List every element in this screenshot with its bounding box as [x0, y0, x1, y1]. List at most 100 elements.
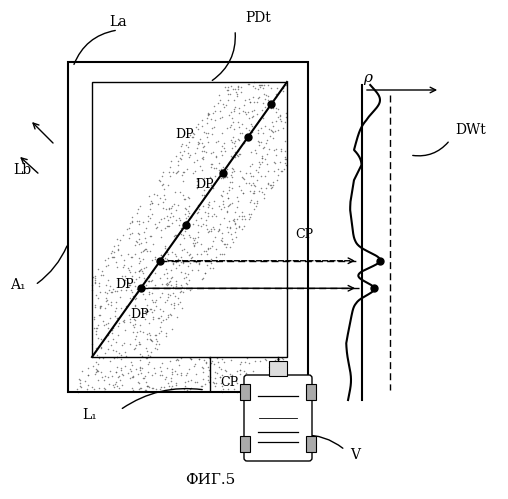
Point: [231, 103, 239, 111]
Point: [145, 277, 153, 285]
Point: [268, 183, 276, 191]
Point: [211, 116, 219, 124]
Point: [194, 229, 202, 237]
Point: [128, 253, 136, 261]
Point: [97, 271, 105, 279]
Point: [157, 182, 166, 190]
Point: [199, 143, 207, 151]
Point: [147, 336, 155, 344]
Point: [156, 215, 165, 223]
Point: [254, 378, 262, 386]
Point: [253, 376, 262, 384]
Point: [186, 385, 195, 393]
Point: [280, 165, 288, 173]
Point: [258, 152, 266, 160]
Point: [131, 344, 139, 352]
Point: [204, 200, 212, 208]
Point: [145, 201, 153, 209]
Point: [248, 113, 257, 121]
Point: [150, 364, 158, 372]
Point: [121, 348, 130, 356]
Point: [165, 168, 173, 176]
Point: [94, 376, 102, 384]
Point: [212, 152, 220, 160]
Point: [168, 370, 176, 378]
Point: [125, 281, 133, 289]
Point: [156, 177, 164, 185]
Point: [222, 101, 230, 109]
Point: [131, 335, 139, 343]
Point: [147, 305, 155, 313]
Point: [179, 191, 187, 199]
Point: [254, 168, 262, 176]
Point: [219, 174, 227, 182]
Point: [172, 206, 180, 214]
Point: [215, 160, 223, 168]
Point: [127, 253, 135, 261]
Point: [202, 248, 210, 255]
Point: [151, 331, 160, 339]
Point: [84, 371, 92, 379]
Point: [233, 193, 241, 201]
Point: [140, 264, 148, 272]
Point: [186, 284, 195, 292]
Point: [179, 259, 187, 267]
Point: [259, 99, 267, 107]
Point: [164, 379, 172, 387]
Point: [223, 124, 231, 132]
Point: [238, 208, 246, 216]
Point: [224, 385, 232, 393]
Point: [241, 215, 249, 223]
Point: [106, 367, 114, 375]
Point: [148, 289, 156, 297]
Point: [204, 210, 212, 218]
Point: [107, 288, 115, 296]
Point: [179, 231, 187, 239]
Point: [90, 324, 98, 332]
Point: [180, 195, 188, 203]
Point: [145, 273, 153, 281]
Point: [143, 382, 151, 390]
Point: [228, 371, 236, 379]
Point: [110, 383, 118, 391]
Point: [208, 242, 216, 250]
Point: [135, 253, 143, 261]
Point: [239, 189, 247, 197]
Point: [111, 380, 119, 388]
Point: [90, 315, 98, 323]
Point: [211, 374, 219, 382]
Point: [162, 373, 170, 381]
Point: [88, 272, 97, 280]
Point: [107, 298, 115, 306]
Point: [277, 117, 285, 125]
Point: [204, 111, 212, 119]
Point: [185, 231, 193, 239]
Point: [137, 384, 145, 392]
Point: [125, 230, 134, 238]
Point: [160, 214, 168, 222]
Point: [205, 227, 213, 235]
Point: [146, 215, 154, 223]
Point: [269, 134, 277, 142]
Point: [260, 191, 268, 199]
Bar: [240, 437, 250, 453]
Point: [265, 125, 273, 133]
Point: [250, 206, 258, 214]
Point: [218, 250, 227, 257]
Point: [92, 290, 100, 298]
Point: [227, 356, 235, 364]
Point: [100, 376, 108, 384]
Point: [195, 355, 203, 363]
Point: [194, 201, 202, 209]
Point: [278, 87, 287, 95]
Point: [135, 266, 143, 274]
Point: [160, 270, 168, 278]
Point: [215, 363, 223, 371]
Point: [250, 374, 258, 382]
Point: [154, 314, 162, 322]
Point: [233, 215, 241, 223]
Point: [197, 250, 205, 257]
Point: [234, 197, 242, 205]
Point: [266, 377, 274, 385]
Point: [184, 270, 192, 278]
